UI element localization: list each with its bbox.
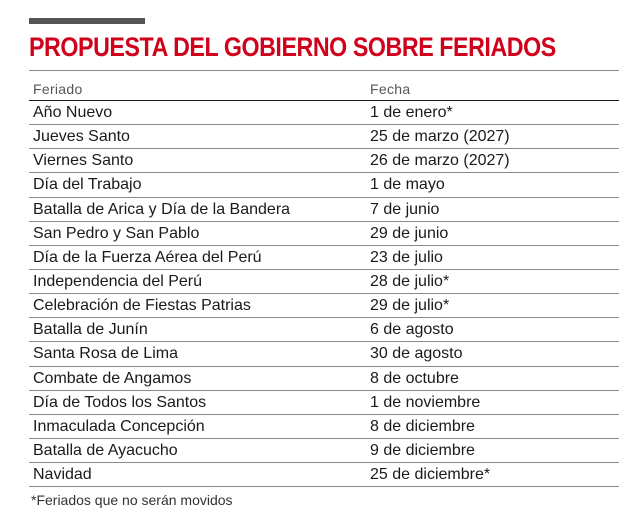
holiday-name: San Pedro y San Pablo	[33, 224, 200, 242]
table-row: Batalla de Ayacucho 9 de diciembre	[29, 439, 619, 464]
holiday-name: Celebración de Fiestas Patrias	[33, 297, 251, 315]
page-title: PROPUESTA DEL GOBIERNO SOBRE FERIADOS	[29, 32, 556, 62]
table-body: Año Nuevo 1 de enero* Jueves Santo 25 de ma…	[29, 101, 619, 488]
holiday-name: Día de Todos los Santos	[33, 393, 207, 411]
holiday-name: Santa Rosa de Lima	[33, 345, 178, 363]
holiday-date: 23 de julio	[370, 248, 443, 266]
table-row: Día del Trabajo 1 de mayo	[29, 173, 619, 198]
table-row: Santa Rosa de Lima 30 de agosto	[29, 342, 619, 367]
holiday-date: 6 de agosto	[370, 321, 454, 339]
holiday-name: Navidad	[33, 466, 92, 484]
holiday-date: 29 de julio*	[370, 297, 450, 315]
table-row: Celebración de Fiestas Patrias 29 de juli…	[29, 294, 619, 319]
holiday-date: 1 de enero*	[370, 104, 453, 121]
table-row: Jueves Santo 25 de marzo (2027)	[29, 125, 619, 150]
holiday-date: 25 de marzo (2027)	[370, 128, 510, 146]
holiday-name: Batalla de Arica y Día de la Bandera	[33, 200, 291, 218]
holiday-name: Batalla de Junín	[33, 321, 148, 339]
holiday-name: Año Nuevo	[33, 104, 113, 121]
holiday-date: 1 de mayo	[370, 176, 445, 194]
holiday-name: Jueves Santo	[33, 128, 130, 146]
holiday-date: 8 de octubre	[370, 369, 459, 387]
table-row: Inmaculada Concepción 8 de diciembre	[29, 415, 619, 439]
table-row: Combate de Angamos 8 de octubre	[29, 367, 619, 391]
holiday-date: 29 de junio	[370, 224, 449, 242]
footnote: *Feriados que no serán movidos	[31, 492, 233, 508]
header-fecha: Fecha	[370, 81, 411, 97]
holiday-name: Día del Trabajo	[33, 176, 142, 194]
table-row: Día de la Fuerza Aérea del Perú 23 de jul…	[29, 246, 619, 270]
holiday-name: Inmaculada Concepción	[33, 417, 205, 435]
holiday-date: 25 de diciembre*	[370, 466, 491, 484]
holiday-date: 9 de diciembre	[370, 441, 475, 459]
table-row: Año Nuevo 1 de enero*	[29, 101, 619, 126]
table-row: San Pedro y San Pablo 29 de junio	[29, 222, 619, 246]
holiday-name: Batalla de Ayacucho	[33, 441, 178, 459]
title-divider	[29, 70, 619, 71]
top-accent-rule	[29, 18, 145, 24]
table-row: Día de Todos los Santos 1 de noviembre	[29, 391, 619, 415]
holiday-name: Viernes Santo	[33, 152, 134, 170]
table-row: Independencia del Perú 28 de julio*	[29, 270, 619, 295]
table-header-row: Feriado Fecha	[29, 77, 619, 101]
holiday-date: 28 de julio*	[370, 272, 450, 290]
table-row: Viernes Santo 26 de marzo (2027)	[29, 149, 619, 174]
holidays-table: Feriado Fecha Año Nuevo 1 de enero* Jueves…	[29, 77, 619, 488]
table-row: Navidad 25 de diciembre*	[29, 463, 619, 488]
holiday-date: 8 de diciembre	[370, 417, 475, 435]
holiday-name: Independencia del Perú	[33, 272, 203, 290]
table-row: Batalla de Arica y Día de la Bandera 7 de…	[29, 198, 619, 222]
holiday-date: 1 de noviembre	[370, 393, 481, 411]
holiday-date: 26 de marzo (2027)	[370, 152, 510, 170]
header-feriado: Feriado	[33, 81, 83, 97]
holiday-date: 30 de agosto	[370, 345, 463, 363]
table-row: Batalla de Junín 6 de agosto	[29, 318, 619, 343]
holiday-date: 7 de junio	[370, 200, 440, 218]
holiday-name: Día de la Fuerza Aérea del Perú	[33, 248, 262, 266]
holiday-name: Combate de Angamos	[33, 369, 192, 387]
